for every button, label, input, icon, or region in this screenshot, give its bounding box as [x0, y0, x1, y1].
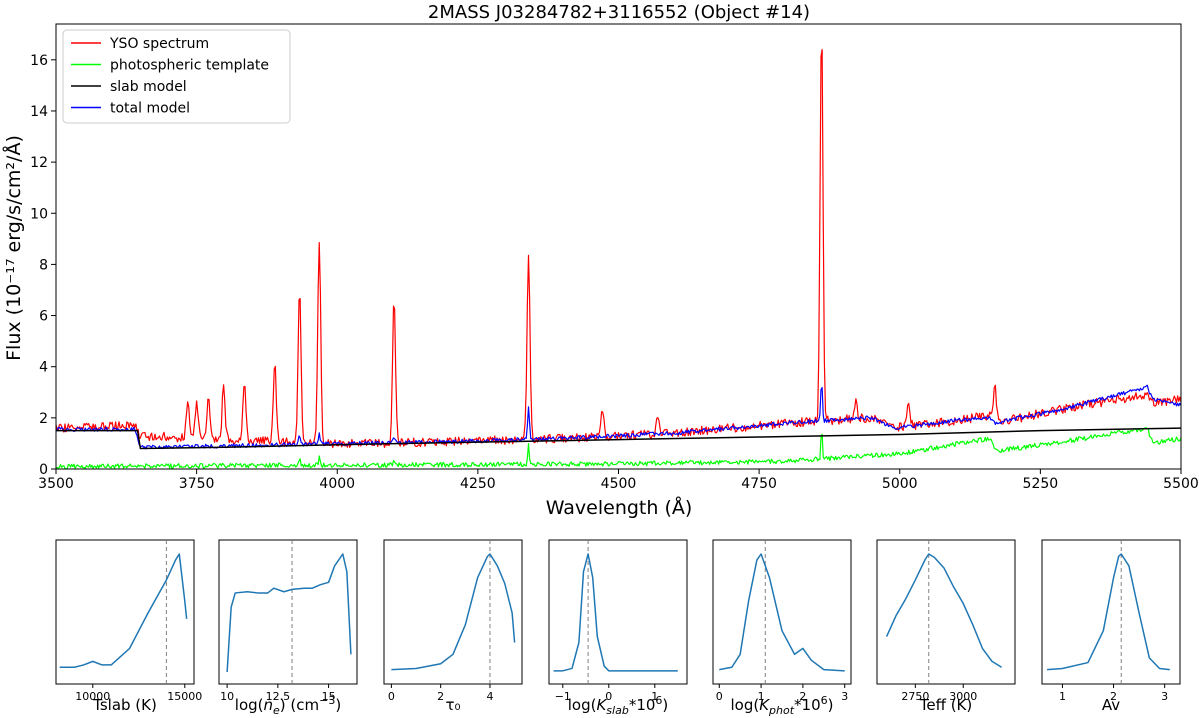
panel-x-tick-label: 15000 — [167, 690, 202, 703]
main-chart-xlabel: Wavelength (Å) — [546, 496, 693, 519]
total-model-line — [56, 384, 1181, 450]
panel-density-curve — [885, 553, 1002, 668]
panel-x-tick-label: 0 — [716, 690, 723, 703]
main-x-tick-label: 5250 — [1023, 476, 1059, 492]
main-x-tick-label: 4250 — [460, 476, 496, 492]
legend-label-yso-spectrum: YSO spectrum — [109, 36, 209, 52]
yso-spectrum-line — [56, 48, 1181, 449]
panel-x-tick-label: 3 — [841, 690, 848, 703]
panel-frame — [383, 539, 523, 685]
main-y-tick-label: 4 — [39, 360, 48, 376]
main-y-tick-label: 14 — [30, 104, 48, 120]
panel-x-tick-label: 1 — [651, 690, 658, 703]
main-x-tick-label: 3750 — [179, 476, 215, 492]
panel-xlabel: log(Kphot*106) — [730, 694, 833, 717]
main-legend: YSO spectrum photospheric template slab mo… — [62, 29, 291, 124]
panel-density-curve — [553, 553, 678, 672]
panel-x-tick-label: 10000 — [75, 690, 110, 703]
photospheric-template-line — [56, 427, 1181, 469]
main-y-tick-label: 10 — [30, 206, 48, 222]
panel-x-tick-label: 0 — [605, 690, 612, 703]
panel-x-tick-label: 3 — [1161, 690, 1168, 703]
main-y-tick-label: 2 — [39, 411, 48, 427]
slab-model-line — [56, 427, 1181, 450]
main-series-group — [56, 48, 1181, 469]
posterior-panel-log-kphot: 0 1 2 3 log(Kphot*106) — [712, 539, 852, 717]
posterior-panel-tslab: 10000 15000 Tslab (K) — [55, 539, 202, 714]
panel-x-tick-label: 12.5 — [266, 690, 291, 703]
panel-xlabel: Tslab (K) — [92, 696, 157, 714]
main-x-tick-label: 5000 — [882, 476, 918, 492]
panel-x-tick-label: 15 — [322, 690, 336, 703]
panel-xlabel: τ₀ — [445, 696, 460, 714]
panel-x-tick-label: 3000 — [949, 690, 977, 703]
panel-x-tick-label: 1 — [1059, 690, 1066, 703]
panel-x-tick-label: 2750 — [901, 690, 929, 703]
panel-frame — [1041, 539, 1181, 685]
main-y-tick-label: 0 — [39, 462, 48, 478]
panel-x-tick-label: 2 — [1110, 690, 1117, 703]
main-y-tick-label: 6 — [39, 309, 48, 325]
panel-density-curve — [226, 553, 352, 673]
main-chart-title: 2MASS J03284782+3116552 (Object #14) — [428, 2, 810, 23]
main-chart-ylabel: Flux (10⁻¹⁷ erg/s/cm²/Å) — [2, 135, 25, 361]
main-x-tick-label: 4500 — [601, 476, 637, 492]
posterior-panel-tau0: 0 2 4 τ₀ — [383, 539, 523, 714]
main-plot-area: 3500 3750 4000 4250 4500 4750 5000 5250 5500 0 2 4 6… — [30, 23, 1199, 492]
main-x-tick-label: 4000 — [319, 476, 355, 492]
panel-density-curve — [391, 553, 516, 671]
panel-frame — [876, 539, 1016, 685]
main-y-tick-label: 16 — [30, 53, 48, 69]
panel-frame — [712, 539, 852, 685]
panel-x-tick-label: 10 — [220, 690, 234, 703]
legend-label-photospheric-template: photospheric template — [110, 58, 269, 74]
panel-density-curve — [59, 553, 188, 669]
main-x-tick-label: 3500 — [38, 476, 74, 492]
posterior-panel-av: 1 2 3 Av — [1041, 539, 1181, 714]
panel-x-tick-label: 2 — [799, 690, 806, 703]
panel-x-tick-label: −1 — [555, 690, 571, 703]
panel-xlabel: Teff (K) — [919, 696, 973, 714]
panel-x-tick-label: 0 — [388, 690, 395, 703]
legend-label-total-model: total model — [110, 101, 190, 117]
panel-frame — [218, 539, 358, 685]
legend-box — [62, 29, 291, 124]
legend-label-slab-model: slab model — [110, 79, 187, 95]
main-y-tick-label: 12 — [30, 155, 48, 171]
panel-frame — [55, 539, 195, 685]
panel-x-tick-label: 2 — [437, 690, 444, 703]
main-x-tick-label: 5500 — [1163, 476, 1199, 492]
main-y-tick-label: 8 — [39, 257, 48, 273]
panel-xlabel: log(ne) (cm−3) — [235, 694, 341, 717]
panel-x-tick-label: 4 — [486, 690, 493, 703]
panel-xlabel: log(Kslab*106) — [568, 694, 669, 717]
panel-density-curve — [719, 553, 845, 672]
panel-density-curve — [1047, 553, 1170, 671]
panel-frame — [548, 539, 688, 685]
main-x-tick-label: 4750 — [741, 476, 777, 492]
panel-x-tick-label: 1 — [758, 690, 765, 703]
panel-xlabel: Av — [1102, 696, 1120, 714]
